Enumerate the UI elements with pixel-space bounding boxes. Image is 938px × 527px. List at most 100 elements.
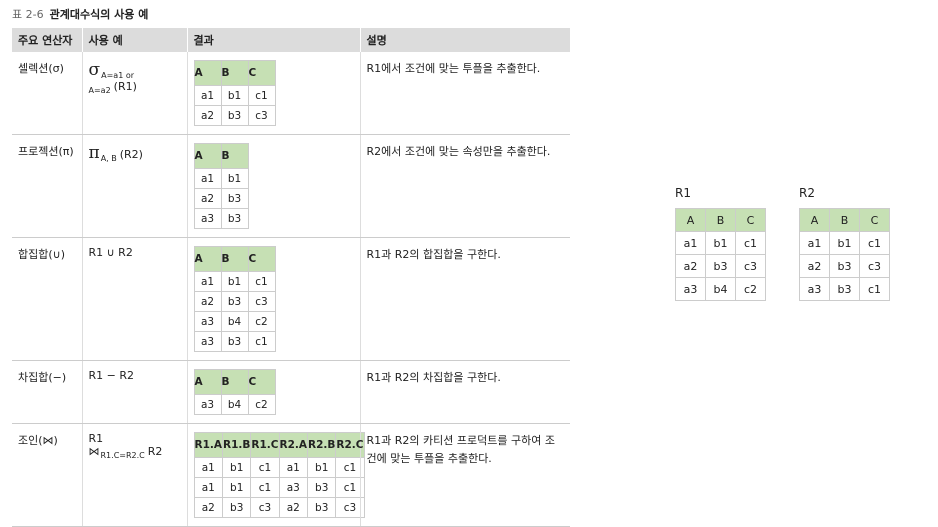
result-cell: c3 xyxy=(247,291,276,312)
result-column: C xyxy=(735,208,766,232)
result-cell: a1 xyxy=(193,168,222,189)
result-row: a1 b1 c1 xyxy=(193,271,276,292)
result-cell: a2 xyxy=(193,291,222,312)
result-row: a2 b3 c3 a2 b3 c3 xyxy=(193,497,365,518)
result-cell: c1 xyxy=(859,277,890,301)
result-cell: a1 xyxy=(193,85,222,106)
result-cell: a2 xyxy=(193,105,222,126)
result-column: A xyxy=(193,246,222,272)
operator: 프로젝션(π) xyxy=(12,134,82,238)
column-header: 주요 연산자 xyxy=(12,28,82,52)
example-main: σ xyxy=(88,60,101,80)
result-row: a1 b1 c1 xyxy=(193,85,276,106)
operator: 합집합(∪) xyxy=(12,237,82,361)
result-cell: b3 xyxy=(220,331,249,352)
result-row: a2 b3 xyxy=(193,188,249,209)
result-column: B xyxy=(829,208,860,232)
example: σA=a1 or A=a2 (R1) xyxy=(81,52,187,135)
result-column: C xyxy=(859,208,890,232)
operator: 차집합(−) xyxy=(12,360,82,424)
result-cell: b3 xyxy=(220,208,249,229)
result-column: C xyxy=(247,369,276,395)
table-head: 주요 연산자 사용 예 결과 설명 xyxy=(12,28,570,52)
result-row: a3 b4 c2 xyxy=(193,394,276,415)
description: R1과 R2의 차집합을 구한다. xyxy=(359,360,570,424)
result-column: B xyxy=(220,143,249,169)
result-column: B xyxy=(220,60,249,86)
result-column: R2.B xyxy=(307,432,337,458)
result-cell: b3 xyxy=(307,477,337,498)
result-cell: a2 xyxy=(193,188,222,209)
result-cell: c1 xyxy=(335,477,365,498)
result-column: B xyxy=(705,208,736,232)
result-cell: a3 xyxy=(193,311,222,332)
result-cell: c1 xyxy=(735,231,766,255)
result-cell: a2 xyxy=(799,254,830,278)
example: R1 ⋈R1.C=R2.C R2 xyxy=(81,423,187,527)
result-row: a1 b1 xyxy=(193,168,249,189)
result-cell: c3 xyxy=(859,254,890,278)
result-cell: b1 xyxy=(222,457,252,478)
description: R1과 R2의 카티션 프로덕트를 구하여 조건에 맞는 투플을 추출한다. xyxy=(359,423,570,527)
result-row: a2 b3 c3 xyxy=(675,254,766,278)
result-row: a1 b1 c1 a3 b3 c1 xyxy=(193,477,365,498)
result-row: a2 b3 c3 xyxy=(799,254,890,278)
result-table: R1.A R1.B R1.C R2.A R2.B R2.C a1 b1 c1 a1 b1 c1 a1 b1… xyxy=(193,432,365,518)
result-cell: b1 xyxy=(220,271,249,292)
result-cell: c1 xyxy=(250,477,280,498)
description: R1과 R2의 합집합을 구한다. xyxy=(359,237,570,361)
result-cell: b3 xyxy=(220,291,249,312)
result-column: C xyxy=(247,246,276,272)
caption: 표 2-6 관계대수식의 사용 예 xyxy=(12,6,148,22)
result-cell: a1 xyxy=(193,271,222,292)
result-cell: b3 xyxy=(220,105,249,126)
result-cell: b3 xyxy=(829,254,860,278)
column-header: 결과 xyxy=(186,28,360,52)
result-cell: c1 xyxy=(247,271,276,292)
result-cell: b3 xyxy=(220,188,249,209)
result-column: A xyxy=(799,208,830,232)
result-column: A xyxy=(675,208,706,232)
result-column: B xyxy=(220,369,249,395)
result-row: a3 b4 c2 xyxy=(675,277,766,301)
result-cell: a3 xyxy=(278,477,309,498)
result-cell: a1 xyxy=(675,231,706,255)
result-cell: b3 xyxy=(307,497,337,518)
example: R1 ∪ R2 xyxy=(81,237,187,361)
result-cell: c1 xyxy=(247,85,276,106)
result-cell: b1 xyxy=(705,231,736,255)
result: R1.A R1.B R1.C R2.A R2.B R2.C a1 b1 c1 a1 b1 c1 a1 b1… xyxy=(186,423,365,527)
example-main: R1 − R2 xyxy=(88,369,135,382)
result-cell: b1 xyxy=(220,168,249,189)
example-subscript: A=a1 or A=a2 xyxy=(88,71,135,95)
example-main: R1 ∪ R2 xyxy=(88,246,133,259)
example: πA, B (R2) xyxy=(81,134,187,238)
result-cell: c1 xyxy=(250,457,280,478)
column-header: 설명 xyxy=(359,28,570,52)
example-operand: (R2) xyxy=(119,148,143,161)
example-subscript: A, B xyxy=(100,154,117,163)
relation-name: R2 xyxy=(799,186,815,200)
caption-label: 표 2-6 xyxy=(12,8,44,21)
result-cell: c2 xyxy=(735,277,766,301)
result-cell: c1 xyxy=(859,231,890,255)
result-cell: b4 xyxy=(705,277,736,301)
result-column: A xyxy=(193,369,222,395)
result-column: R1.B xyxy=(222,432,252,458)
header-row: 주요 연산자 사용 예 결과 설명 xyxy=(12,28,570,52)
